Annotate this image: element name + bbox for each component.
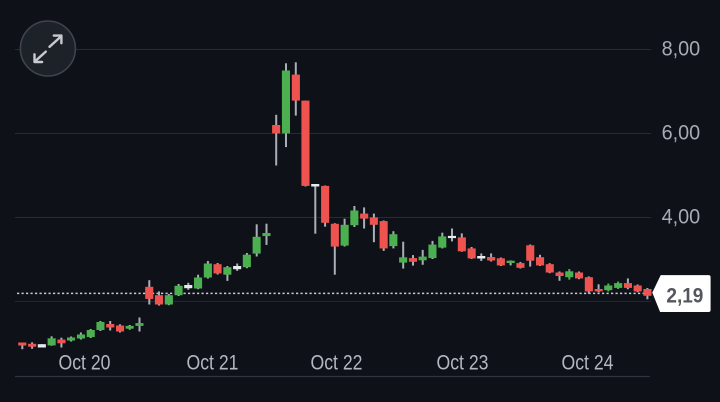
svg-text:Oct 23: Oct 23 bbox=[437, 352, 489, 375]
svg-text:2,19: 2,19 bbox=[666, 283, 703, 307]
svg-text:6,00: 6,00 bbox=[662, 122, 701, 145]
svg-text:8,00: 8,00 bbox=[662, 38, 701, 61]
svg-text:4,00: 4,00 bbox=[662, 206, 701, 229]
svg-text:Oct 21: Oct 21 bbox=[187, 352, 239, 375]
svg-text:Oct 22: Oct 22 bbox=[311, 352, 363, 375]
svg-text:Oct 20: Oct 20 bbox=[59, 352, 111, 375]
svg-text:Oct 24: Oct 24 bbox=[562, 352, 614, 375]
